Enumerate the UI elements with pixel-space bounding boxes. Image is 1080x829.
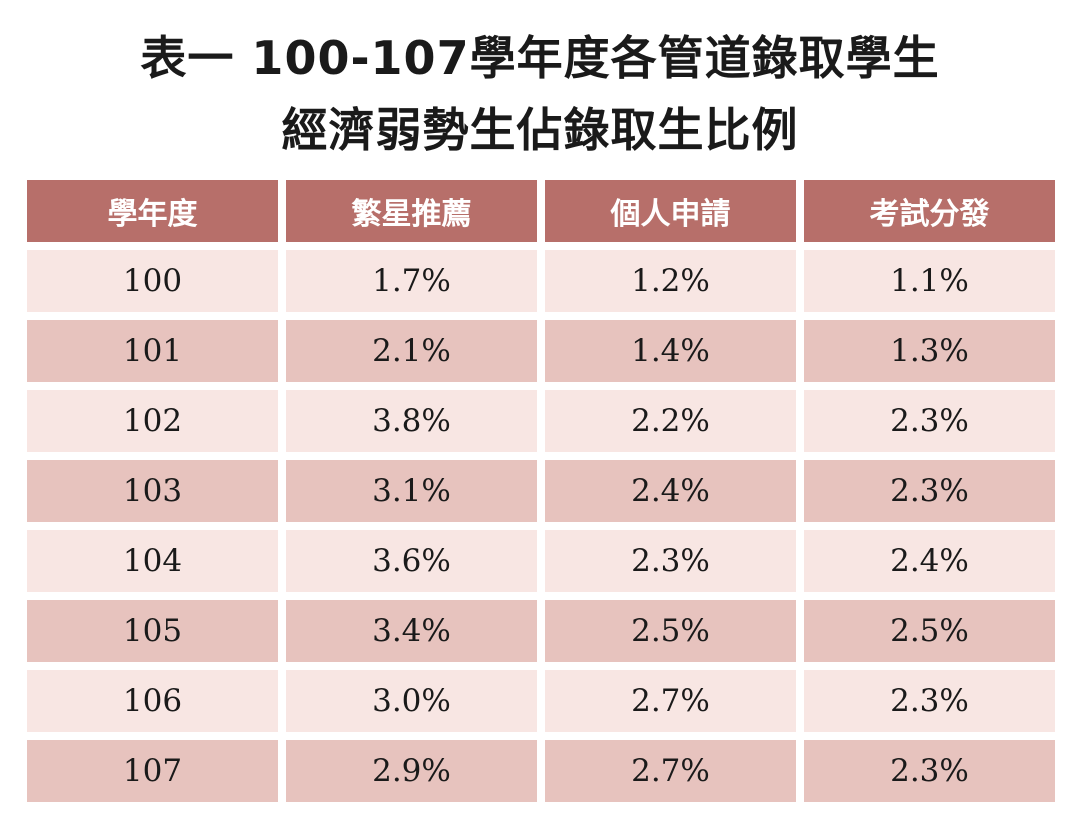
- table-cell: 2.3%: [545, 530, 796, 592]
- table-cell: 3.8%: [286, 390, 537, 452]
- header-personal-application: 個人申請: [545, 180, 796, 242]
- ratio-table: 學年度 繁星推薦 個人申請 考試分發 100 1.7% 1.2% 1.1% 10…: [27, 180, 1055, 810]
- table-cell: 1.2%: [545, 250, 796, 312]
- table-title-line-2: 經濟弱勢生佔錄取生比例: [281, 103, 799, 157]
- table-cell: 1.3%: [804, 320, 1055, 382]
- table-cell: 1.7%: [286, 250, 537, 312]
- table-title-line-1: 表一 100-107學年度各管道錄取學生: [140, 31, 940, 85]
- header-star-recommendation: 繁星推薦: [286, 180, 537, 242]
- table-cell-year: 107: [27, 740, 278, 802]
- table-cell-year: 100: [27, 250, 278, 312]
- table-cell: 3.4%: [286, 600, 537, 662]
- table-cell: 2.1%: [286, 320, 537, 382]
- table-cell: 1.4%: [545, 320, 796, 382]
- table-cell: 2.2%: [545, 390, 796, 452]
- table-cell: 2.9%: [286, 740, 537, 802]
- table-cell-year: 105: [27, 600, 278, 662]
- table-cell-year: 102: [27, 390, 278, 452]
- table-cell: 3.6%: [286, 530, 537, 592]
- table-cell: 2.4%: [545, 460, 796, 522]
- table-cell: 2.5%: [545, 600, 796, 662]
- table-cell: 2.5%: [804, 600, 1055, 662]
- table-cell: 2.3%: [804, 740, 1055, 802]
- table-cell-year: 106: [27, 670, 278, 732]
- table-cell: 2.3%: [804, 670, 1055, 732]
- table-cell-year: 101: [27, 320, 278, 382]
- table-cell: 2.7%: [545, 740, 796, 802]
- table-cell: 3.0%: [286, 670, 537, 732]
- table-cell: 2.7%: [545, 670, 796, 732]
- table-cell: 2.4%: [804, 530, 1055, 592]
- table-cell-year: 104: [27, 530, 278, 592]
- header-exam-placement: 考試分發: [804, 180, 1055, 242]
- table-cell: 3.1%: [286, 460, 537, 522]
- table-cell: 1.1%: [804, 250, 1055, 312]
- table-cell-year: 103: [27, 460, 278, 522]
- table-cell: 2.3%: [804, 460, 1055, 522]
- header-academic-year: 學年度: [27, 180, 278, 242]
- table-cell: 2.3%: [804, 390, 1055, 452]
